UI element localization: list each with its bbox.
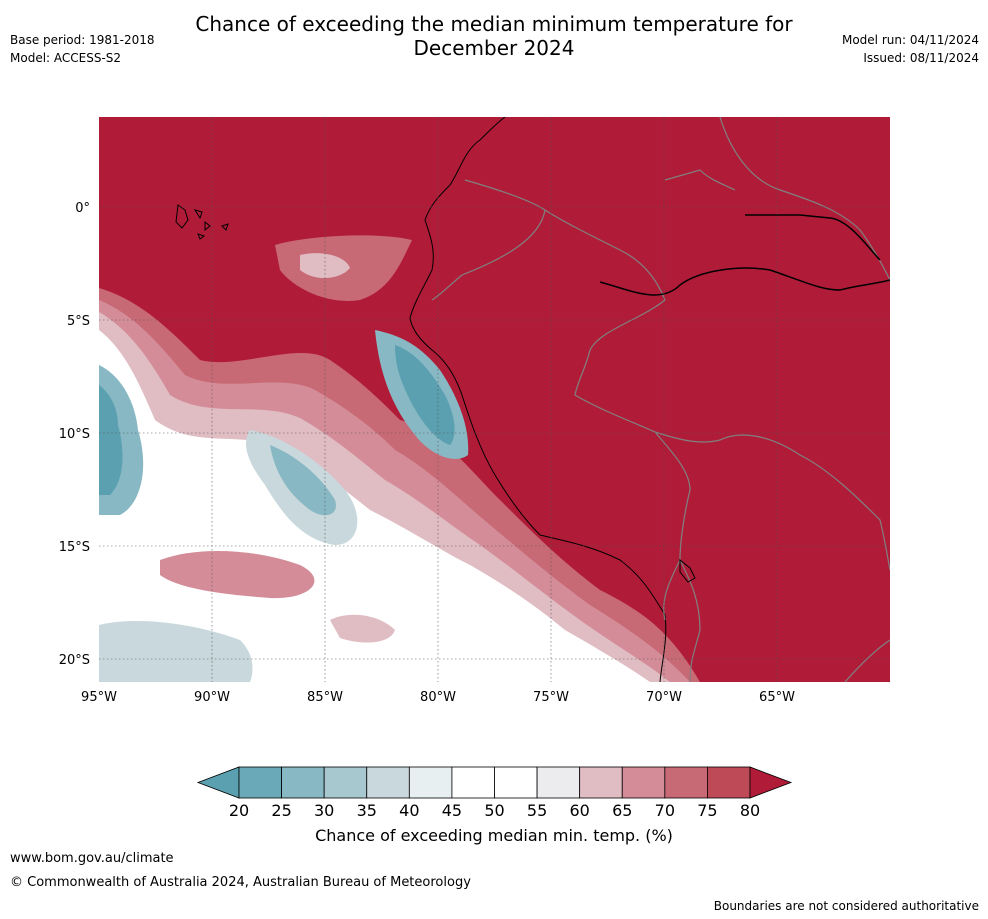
footer-note: Boundaries are not considered authoritat…: [713, 899, 979, 913]
colorbar-tick-label: 55: [527, 801, 547, 820]
meta-right: Model run: 04/11/2024 Issued: 08/11/2024: [842, 31, 979, 67]
lon-label-70w: 70°W: [646, 690, 682, 705]
lat-label-5s: 5°S: [67, 314, 90, 329]
colorbar-label: Chance of exceeding median min. temp. (%…: [315, 826, 673, 845]
colorbar-tick-label: 20: [229, 801, 249, 820]
map-panel: [99, 117, 890, 682]
pink-patch-southeast: [330, 614, 395, 643]
colorbar-segment: [536, 766, 581, 799]
issued-date: Issued: 08/11/2024: [863, 51, 979, 65]
colorbar-ticks: 20 25 30 35 40 45 50 55 60 65 70 75 80: [229, 801, 760, 820]
country-borders: [431, 117, 890, 682]
colorbar-segment: [366, 766, 410, 799]
lat-label-10s: 10°S: [59, 427, 90, 442]
lat-labels: 0° 5°S 10°S 15°S 20°S: [59, 201, 90, 668]
colorbar-tick-label: 50: [484, 801, 504, 820]
colorbar: [196, 766, 793, 799]
colorbar-segment: [323, 766, 368, 799]
colorbar-tick-label: 65: [612, 801, 632, 820]
colorbar-tick-label: 30: [314, 801, 334, 820]
colorbar-tick-label: 35: [357, 801, 377, 820]
colorbar-segment: [408, 766, 453, 799]
colorbar-tick-label: 60: [569, 801, 589, 820]
cool-patch-southwest: [99, 620, 253, 682]
model-run: Model run: 04/11/2024: [841, 33, 979, 47]
colorbar-tick-label: 25: [271, 801, 291, 820]
colorbar-segment: [238, 766, 282, 799]
base-period: Base period: 1981-2018: [10, 33, 155, 47]
lon-label-95w: 95°W: [81, 690, 117, 705]
colorbar-segment: [664, 766, 708, 799]
meta-left: Base period: 1981-2018 Model: ACCESS-S2: [10, 31, 155, 67]
colorbar-tick-label: 70: [655, 801, 675, 820]
title-line-1: Chance of exceeding the median minimum t…: [195, 12, 793, 36]
colorbar-arrow-high: [749, 766, 793, 799]
lon-label-90w: 90°W: [194, 690, 230, 705]
colorbar-segment: [579, 766, 623, 799]
pink-patch-south: [160, 550, 315, 599]
lon-label-65w: 65°W: [759, 690, 795, 705]
title-line-2: December 2024: [413, 36, 575, 60]
lon-label-80w: 80°W: [420, 690, 456, 705]
lat-label-20s: 20°S: [59, 653, 90, 668]
amazon-river: [599, 214, 890, 296]
model-name: Model: ACCESS-S2: [10, 51, 122, 65]
lat-label-0: 0°: [75, 201, 90, 216]
coastline: [409, 117, 667, 682]
cool-core-west: [99, 385, 123, 495]
colorbar-segment: [451, 766, 495, 799]
colorbar-tick-label: 75: [697, 801, 717, 820]
lake-titicaca: [679, 558, 696, 583]
lon-label-85w: 85°W: [307, 690, 343, 705]
colorbar-segment: [707, 766, 751, 799]
map-title: Chance of exceeding the median minimum t…: [0, 12, 988, 60]
cool-core-coastal: [395, 345, 455, 445]
land-south-america: [410, 117, 890, 682]
colorbar-arrow-low: [196, 766, 240, 799]
galapagos-islands: [175, 204, 229, 240]
lon-label-75w: 75°W: [533, 690, 569, 705]
footer-copyright: © Commonwealth of Australia 2024, Austra…: [10, 875, 471, 890]
cool-core-mid: [270, 445, 336, 516]
colorbar-tick-label: 40: [399, 801, 419, 820]
footer-url: www.bom.gov.au/climate: [10, 851, 174, 866]
colorbar-segment: [621, 766, 666, 799]
lat-label-15s: 15°S: [59, 540, 90, 555]
colorbar-segment: [281, 766, 325, 799]
colorbar-segment: [494, 766, 538, 799]
colorbar-tick-label: 80: [740, 801, 760, 820]
lon-labels: 95°W 90°W 85°W 80°W 75°W 70°W 65°W: [81, 690, 795, 705]
colorbar-tick-label: 45: [442, 801, 462, 820]
